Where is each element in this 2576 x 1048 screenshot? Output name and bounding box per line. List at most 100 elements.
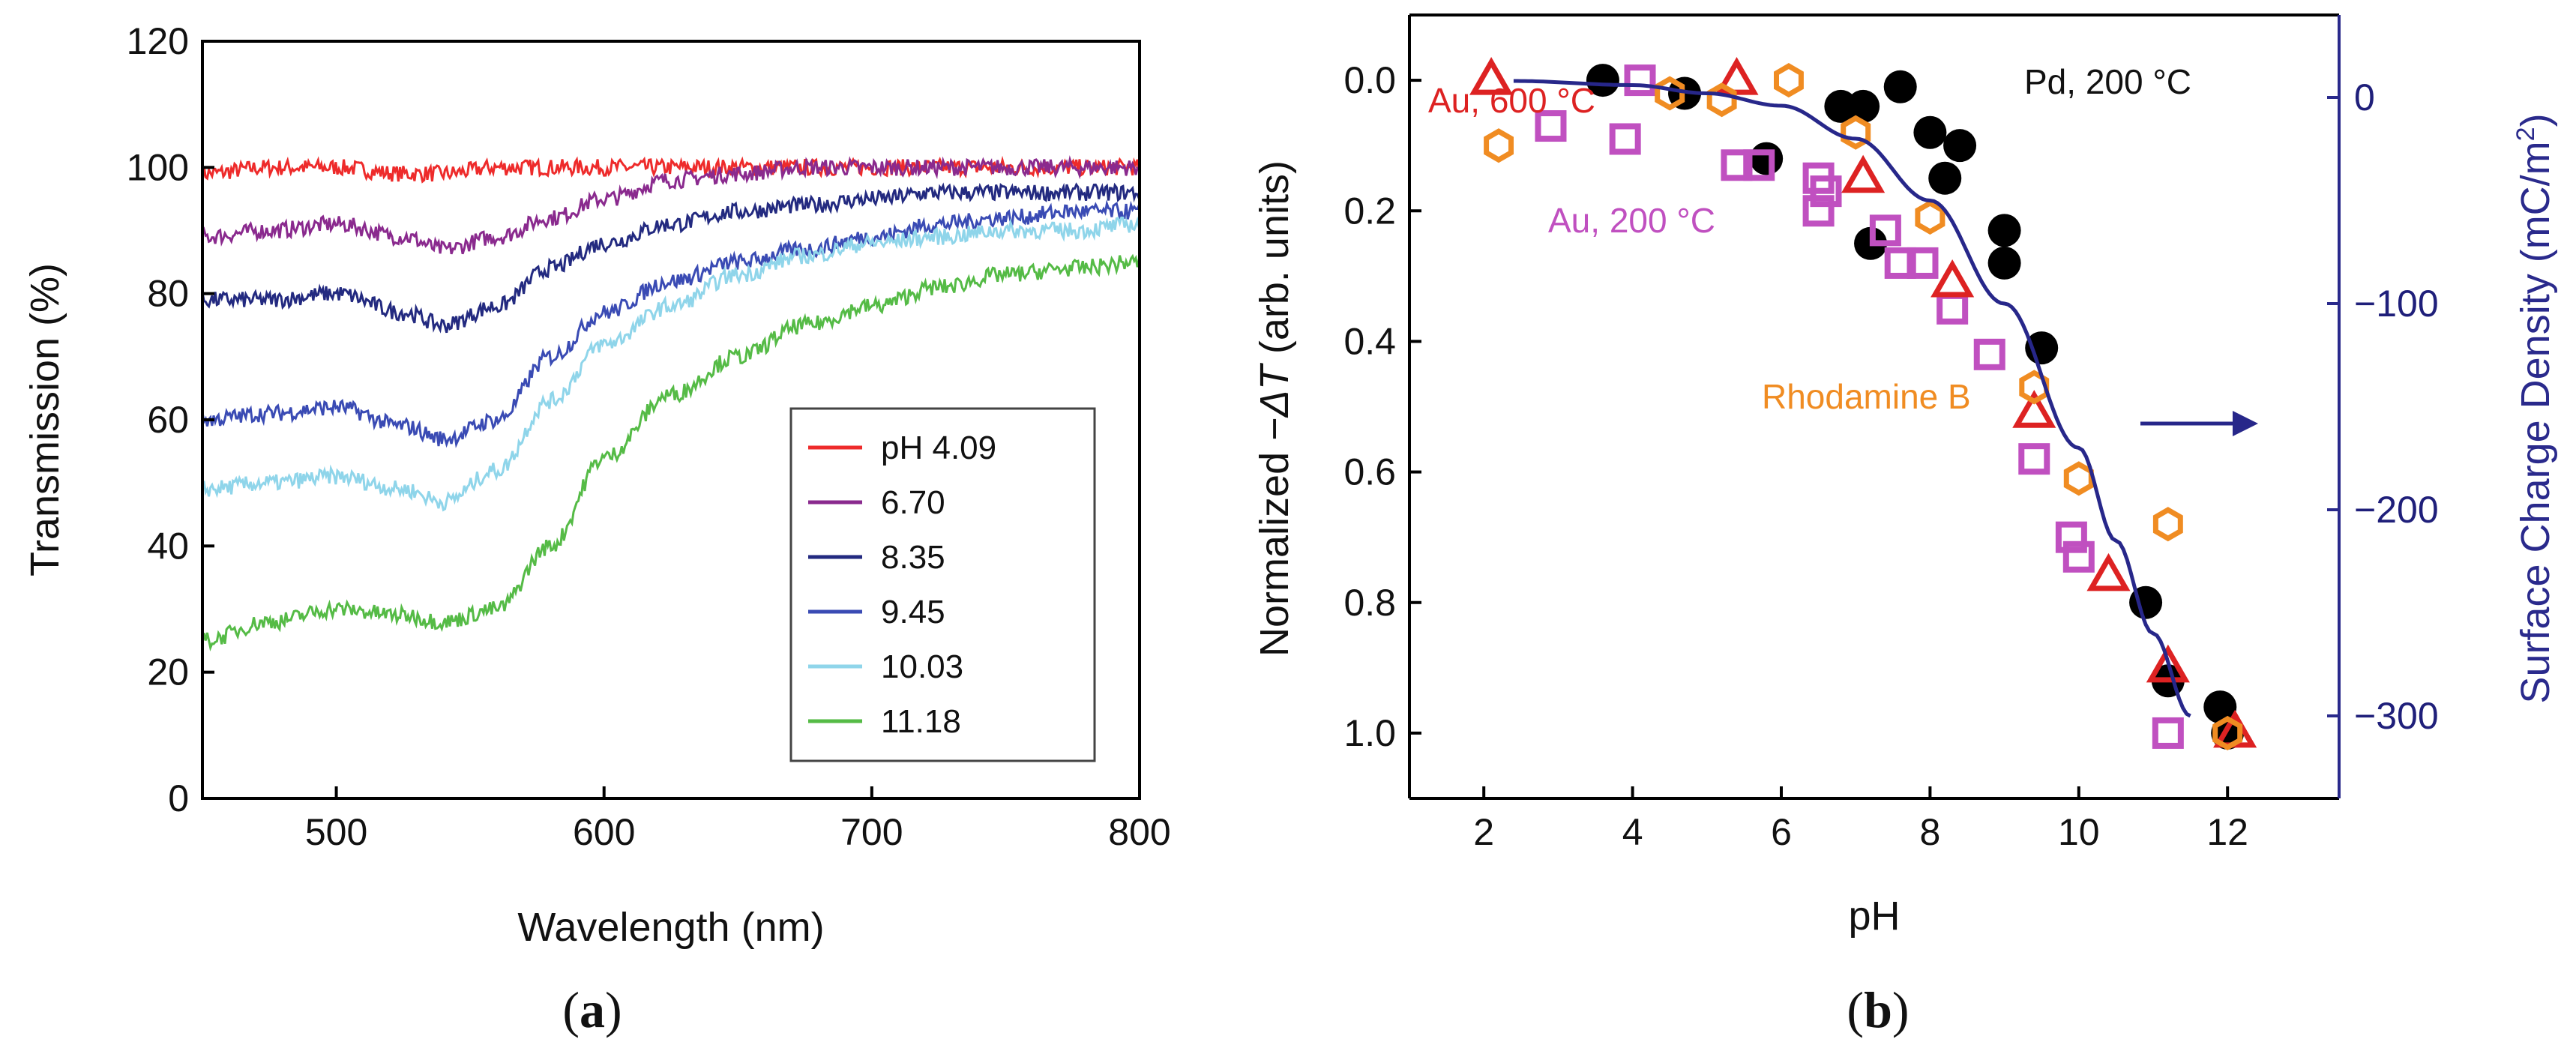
point-au-200-c — [1535, 110, 1567, 142]
y2-tick-label: 0 — [2354, 76, 2375, 118]
point-rhodamine-b — [2019, 370, 2050, 405]
point-rhodamine-b — [1841, 115, 1871, 150]
panel-b-chart: 2 4 6 8 10 120.00.20.40.60.81.00−100−200−300 … — [1252, 13, 2558, 1038]
right-axis-arrow — [2140, 411, 2258, 436]
series-line-11-18 — [201, 253, 1140, 652]
y2-tick-label: −100 — [2354, 283, 2439, 325]
point-pd-200-c — [1987, 214, 2021, 247]
panel-a-label: (a) — [562, 981, 622, 1038]
series-line-6-70 — [201, 154, 1140, 255]
point-rhodamine-b — [2063, 461, 2094, 496]
y-tick-label: 0.8 — [1343, 582, 1396, 624]
legend-label-ph-4-09: pH 4.09 — [881, 430, 996, 466]
y-tick-label: 120 — [127, 20, 189, 62]
panel-b-x-axis-label: pH — [1848, 894, 1900, 939]
y-tick-label: 0 — [168, 777, 189, 819]
point-au-600-c — [2146, 644, 2190, 683]
y-tick-label: 40 — [147, 525, 189, 567]
y-tick-label: 0.6 — [1343, 451, 1396, 493]
annotation-au-200: Au, 200 °C — [1548, 201, 1715, 240]
y-tick-label: 0.4 — [1343, 320, 1396, 362]
point-au-200-c — [2055, 521, 2087, 553]
panel-a-y-axis-label: Transmission (%) — [22, 263, 67, 576]
series-line-10-03 — [202, 216, 1140, 512]
point-pd-200-c — [1943, 129, 1977, 163]
point-au-200-c — [1869, 214, 1901, 247]
panel-a-x-axis-label: Wavelength (nm) — [517, 905, 824, 950]
x-tick-label: 10 — [2058, 811, 2100, 853]
y-tick-label: 80 — [147, 273, 189, 315]
point-pd-200-c — [1928, 161, 1962, 195]
series-line-ph-4-09 — [201, 155, 1140, 184]
point-au-600-c — [1841, 154, 1886, 193]
panel-b-right-axis-label: Surface Charge Density (mC/m2) — [2512, 113, 2558, 703]
point-rhodamine-b — [1774, 63, 1804, 98]
panel-a-chart: 500 600 700 800 0 20 40 60 80 100 120 Wavelength (… — [22, 20, 1171, 1038]
point-pd-200-c — [1987, 246, 2021, 280]
point-rhodamine-b — [2152, 507, 2183, 542]
point-au-200-c — [1907, 247, 1939, 279]
point-au-200-c — [2062, 540, 2095, 573]
point-rhodamine-b — [1484, 128, 1514, 163]
annotation-rhodamine-b: Rhodamine B — [1762, 377, 1971, 416]
legend-label-8-35: 8.35 — [881, 539, 945, 576]
point-au-600-c — [2012, 390, 2056, 428]
x-tick-label: 8 — [1919, 811, 1940, 853]
point-pd-200-c — [2203, 690, 2237, 724]
panel-a-legend: pH 4.09 6.70 8.35 9.45 10.03 11.18 — [789, 407, 1096, 762]
panel-b-ticks: 2 4 6 8 10 12 0.0 0.2 0.4 0.6 0.8 1.0 0 −100 −200 −300 — [1343, 59, 2438, 853]
point-au-200-c — [2018, 443, 2050, 475]
point-rhodamine-b — [1915, 199, 1945, 235]
point-au-600-c — [2086, 552, 2131, 591]
point-au-200-c — [1973, 338, 2005, 370]
x-tick-label: 600 — [573, 811, 635, 853]
point-pd-200-c — [2025, 331, 2059, 365]
x-tick-label: 800 — [1108, 811, 1170, 853]
y2-tick-label: −200 — [2354, 489, 2439, 531]
legend-label-10-03: 10.03 — [881, 648, 963, 685]
point-au-200-c — [1810, 175, 1842, 208]
point-au-600-c — [1931, 259, 1975, 298]
point-au-200-c — [1802, 195, 1835, 227]
series-line-8-35 — [201, 182, 1140, 334]
legend-box — [789, 407, 1096, 762]
point-au-200-c — [1609, 123, 1641, 155]
point-au-200-c — [1936, 292, 1969, 325]
point-au-600-c — [1469, 57, 1514, 95]
x-tick-label: 2 — [1473, 811, 1494, 853]
legend-label-9-45: 9.45 — [881, 594, 945, 630]
series-line-9-45 — [201, 199, 1140, 448]
point-au-200-c — [1721, 149, 1753, 181]
y-tick-label: 0.0 — [1343, 59, 1396, 101]
point-pd-200-c — [1586, 64, 1619, 97]
panel-b-label: (b) — [1847, 981, 1909, 1038]
legend-label-6-70: 6.70 — [881, 484, 945, 521]
x-tick-label: 6 — [1771, 811, 1792, 853]
x-tick-label: 700 — [840, 811, 903, 853]
point-au-200-c — [2152, 717, 2184, 749]
point-au-200-c — [1884, 247, 1916, 279]
surface-charge-curve — [1513, 79, 2191, 718]
panel-a-series-group — [201, 154, 1140, 652]
y-tick-label: 100 — [127, 146, 189, 188]
x-tick-label: 500 — [305, 811, 367, 853]
y2-tick-label: −300 — [2354, 695, 2439, 737]
point-au-200-c — [1743, 149, 1775, 181]
annotation-au-600: Au, 600 °C — [1428, 81, 1595, 120]
x-tick-label: 4 — [1622, 811, 1643, 853]
y-tick-label: 60 — [147, 399, 189, 441]
point-pd-200-c — [1883, 70, 1917, 103]
panel-a-ticks: 500 600 700 800 0 20 40 60 80 100 120 — [127, 20, 1171, 853]
point-pd-200-c — [1750, 142, 1784, 175]
point-au-200-c — [1624, 64, 1656, 97]
legend-label-11-18: 11.18 — [881, 703, 961, 740]
y-tick-label: 0.2 — [1343, 190, 1396, 232]
y-tick-label: 20 — [147, 651, 189, 693]
y-tick-label: 1.0 — [1343, 712, 1396, 754]
panel-b-y-axis-label: Normalized −ΔT (arb. units) — [1252, 160, 1297, 657]
panel-b-points-group — [1469, 57, 2257, 750]
annotation-pd-200: Pd, 200 °C — [2024, 62, 2191, 101]
x-tick-label: 12 — [2206, 811, 2248, 853]
point-pd-200-c — [1847, 89, 1880, 123]
